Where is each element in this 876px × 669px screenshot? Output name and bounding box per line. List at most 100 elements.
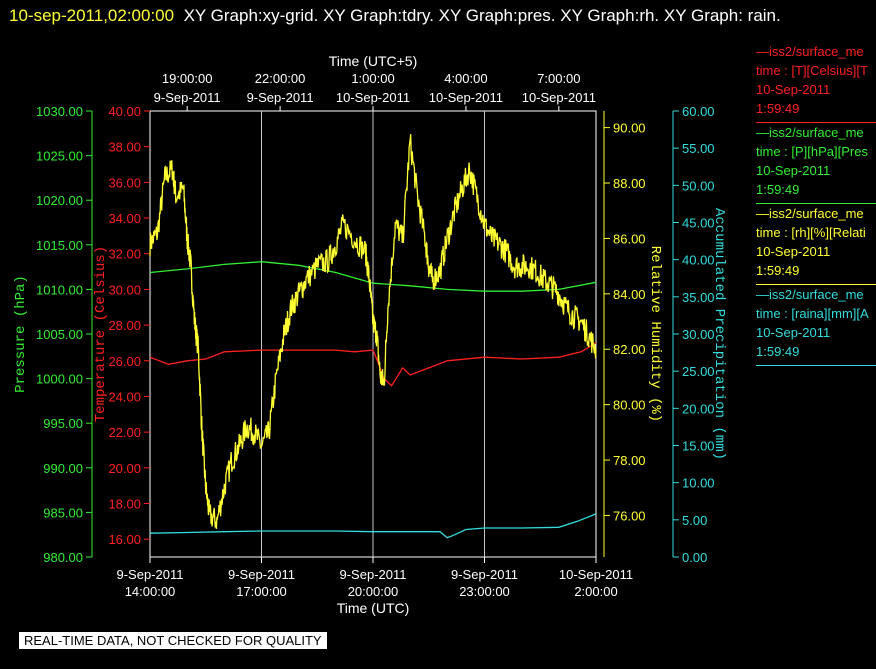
- temperature-tick-label: 34.00: [108, 211, 141, 226]
- humidity-tick-label: 84.00: [613, 287, 646, 302]
- x-top-tick-label: 9-Sep-2011: [247, 90, 314, 105]
- temperature-tick-label: 22.00: [108, 425, 141, 440]
- legend-line: —iss2/surface_me: [756, 287, 864, 302]
- pressure-tick-label: 1030.00: [36, 104, 83, 119]
- x-top-tick-label: 1:00:00: [351, 71, 394, 86]
- pressure-tick-label: 1005.00: [36, 327, 83, 342]
- x-axis-label: Time (UTC): [337, 600, 410, 616]
- humidity-series-line: [149, 134, 597, 529]
- humidity-tick-label: 78.00: [613, 453, 646, 468]
- humidity-tick-label: 82.00: [613, 342, 646, 357]
- pressure-tick-label: 1015.00: [36, 238, 83, 253]
- temperature-tick-label: 32.00: [108, 247, 141, 262]
- pressure-tick-label: 1020.00: [36, 193, 83, 208]
- x-tick-label: 9-Sep-2011: [340, 567, 407, 582]
- temperature-tick-label: 26.00: [108, 354, 141, 369]
- temperature-tick-label: 16.00: [108, 532, 141, 547]
- precip-tick-label: 60.00: [682, 104, 715, 119]
- humidity-tick-label: 88.00: [613, 176, 646, 191]
- temperature-tick-label: 24.00: [108, 389, 141, 404]
- pressure-tick-label: 1000.00: [36, 372, 83, 387]
- x-tick-label: 2:00:00: [574, 584, 617, 599]
- precip-tick-label: 55.00: [682, 141, 715, 156]
- x-top-tick-label: 10-Sep-2011: [522, 90, 596, 105]
- x-tick-label: 9-Sep-2011: [451, 567, 518, 582]
- precip-tick-label: 5.00: [682, 513, 707, 528]
- x-top-axis-label: Time (UTC+5): [329, 53, 418, 69]
- pressure-tick-label: 1010.00: [36, 282, 83, 297]
- temperature-tick-label: 20.00: [108, 461, 141, 476]
- legend-line: time : [P][hPa][Pres: [756, 144, 868, 159]
- legend-line: time : [rh][%][Relati: [756, 225, 866, 240]
- x-top-tick-label: 22:00:00: [255, 71, 306, 86]
- precip-tick-label: 15.00: [682, 439, 715, 454]
- x-top-tick-label: 10-Sep-2011: [429, 90, 503, 105]
- legend-line: 1:59:49: [756, 182, 800, 197]
- x-tick-label: 10-Sep-2011: [559, 567, 633, 582]
- title-timestamp: 10-sep-2011,02:00:00: [9, 6, 175, 25]
- temperature-tick-label: 40.00: [108, 104, 141, 119]
- title-graph-list: XY Graph:xy-grid. XY Graph:tdry. XY Grap…: [183, 6, 781, 25]
- humidity-tick-label: 80.00: [613, 398, 646, 413]
- x-tick-label: 9-Sep-2011: [117, 567, 184, 582]
- precip-axis-label: Accumulated Precipitation (mm): [711, 208, 727, 460]
- humidity-tick-label: 76.00: [613, 508, 646, 523]
- legend-line: 10-Sep-2011: [756, 325, 831, 340]
- x-tick-label: 23:00:00: [459, 584, 510, 599]
- precip-tick-label: 25.00: [682, 364, 715, 379]
- temperature-tick-label: 36.00: [108, 175, 141, 190]
- pressure-series-line: [149, 261, 597, 292]
- legend: —iss2/surface_me time : [T][Celsius][T 10-…: [756, 42, 876, 366]
- humidity-axis-label: Relative Humidity (%): [647, 246, 663, 422]
- legend-line: 1:59:49: [756, 344, 800, 359]
- humidity-tick-label: 90.00: [613, 121, 646, 136]
- x-top-tick-label: 10-Sep-2011: [336, 90, 410, 105]
- x-top-tick-label: 4:00:00: [444, 71, 487, 86]
- x-tick-label: 14:00:00: [125, 584, 176, 599]
- legend-line: time : [T][Celsius][T: [756, 63, 868, 78]
- quality-notice: REAL-TIME DATA, NOT CHECKED FOR QUALITY: [19, 632, 327, 649]
- precip-tick-label: 20.00: [682, 401, 715, 416]
- temperature-tick-label: 18.00: [108, 496, 141, 511]
- pressure-tick-label: 990.00: [43, 461, 83, 476]
- humidity-tick-label: 86.00: [613, 231, 646, 246]
- legend-line: 10-Sep-2011: [756, 244, 831, 259]
- x-tick-label: 17:00:00: [236, 584, 287, 599]
- precip-tick-label: 30.00: [682, 327, 715, 342]
- pressure-axis-label: Pressure (hPa): [13, 275, 29, 393]
- precip-tick-label: 10.00: [682, 476, 715, 491]
- pressure-tick-label: 980.00: [43, 550, 83, 565]
- legend-line: —iss2/surface_me: [756, 206, 864, 221]
- legend-line: time : [raina][mm][A: [756, 306, 869, 321]
- precip-tick-label: 45.00: [682, 216, 715, 231]
- temperature-tick-label: 28.00: [108, 318, 141, 333]
- legend-line: 10-Sep-2011: [756, 82, 831, 97]
- x-tick-label: 20:00:00: [348, 584, 399, 599]
- legend-line: —iss2/surface_me: [756, 44, 864, 59]
- legend-line: 1:59:49: [756, 101, 800, 116]
- pressure-tick-label: 995.00: [43, 416, 83, 431]
- precip-tick-label: 50.00: [682, 178, 715, 193]
- legend-line: 10-Sep-2011: [756, 163, 831, 178]
- x-top-tick-label: 19:00:00: [162, 71, 213, 86]
- pressure-tick-label: 985.00: [43, 505, 83, 520]
- temperature-tick-label: 38.00: [108, 140, 141, 155]
- page-title: 10-sep-2011,02:00:00 XY Graph:xy-grid. X…: [9, 2, 869, 30]
- pressure-tick-label: 1025.00: [36, 149, 83, 164]
- x-top-tick-label: 9-Sep-2011: [154, 90, 221, 105]
- precip-tick-label: 0.00: [682, 550, 707, 565]
- x-top-tick-label: 7:00:00: [537, 71, 580, 86]
- precip-tick-label: 40.00: [682, 253, 715, 268]
- legend-line: 1:59:49: [756, 263, 800, 278]
- legend-line: —iss2/surface_me: [756, 125, 864, 140]
- x-tick-label: 9-Sep-2011: [228, 567, 295, 582]
- precip-series-line: [149, 513, 597, 539]
- precip-tick-label: 35.00: [682, 290, 715, 305]
- temperature-tick-label: 30.00: [108, 282, 141, 297]
- temperature-axis-label: Temperature (Celsius): [93, 246, 109, 422]
